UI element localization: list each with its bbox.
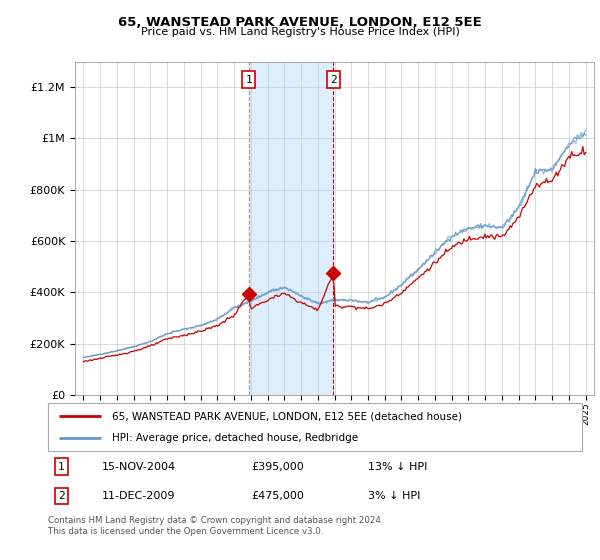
Text: 3% ↓ HPI: 3% ↓ HPI <box>368 491 421 501</box>
Bar <box>248 62 334 395</box>
Text: 2: 2 <box>58 491 65 501</box>
Text: £395,000: £395,000 <box>251 461 304 472</box>
Text: HPI: Average price, detached house, Redbridge: HPI: Average price, detached house, Redb… <box>112 433 358 443</box>
FancyBboxPatch shape <box>48 403 582 451</box>
Text: 15-NOV-2004: 15-NOV-2004 <box>101 461 176 472</box>
Text: 13% ↓ HPI: 13% ↓ HPI <box>368 461 428 472</box>
Text: Price paid vs. HM Land Registry's House Price Index (HPI): Price paid vs. HM Land Registry's House … <box>140 27 460 37</box>
Text: 11-DEC-2009: 11-DEC-2009 <box>101 491 175 501</box>
Text: 2: 2 <box>330 74 337 85</box>
Text: 1: 1 <box>245 74 252 85</box>
Text: Contains HM Land Registry data © Crown copyright and database right 2024.
This d: Contains HM Land Registry data © Crown c… <box>48 516 383 536</box>
Text: 65, WANSTEAD PARK AVENUE, LONDON, E12 5EE (detached house): 65, WANSTEAD PARK AVENUE, LONDON, E12 5E… <box>112 411 462 421</box>
Text: 65, WANSTEAD PARK AVENUE, LONDON, E12 5EE: 65, WANSTEAD PARK AVENUE, LONDON, E12 5E… <box>118 16 482 29</box>
Text: 1: 1 <box>58 461 65 472</box>
Text: £475,000: £475,000 <box>251 491 304 501</box>
